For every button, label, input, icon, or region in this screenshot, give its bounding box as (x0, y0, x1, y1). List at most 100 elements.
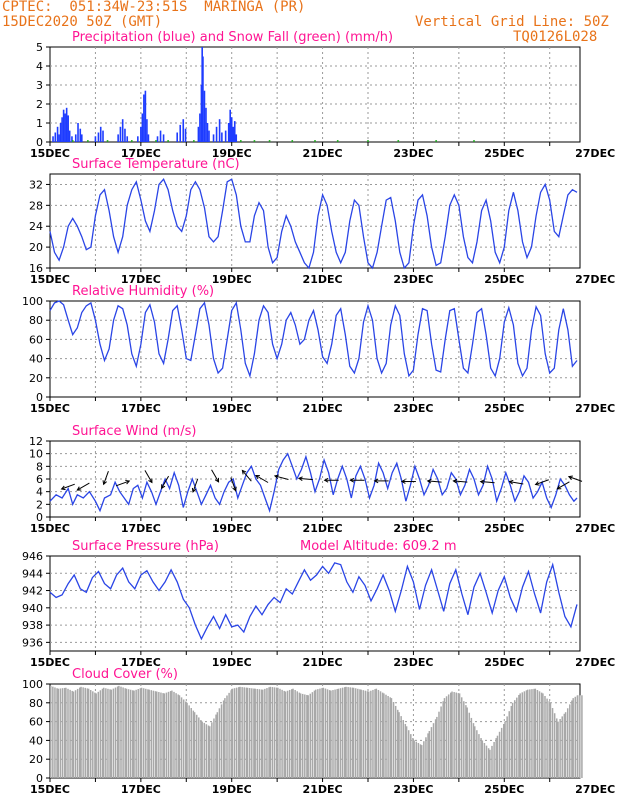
x-tick-label: 23DEC (393, 147, 433, 160)
precip-bar (79, 128, 82, 142)
precip-bar (206, 123, 209, 142)
cloud-bar (235, 687, 238, 778)
cloud-bar (132, 690, 134, 778)
cloud-bar (455, 692, 457, 778)
wind-arrow (427, 480, 442, 483)
cloud-bar (266, 688, 268, 778)
cloud-bar (491, 745, 493, 778)
cloud-bar (124, 688, 126, 778)
cloud-bar (269, 686, 272, 778)
precip-bar (119, 126, 122, 142)
wind-arrow (274, 475, 289, 481)
wind-arrow-head (255, 474, 260, 480)
cloud-bar (110, 689, 113, 778)
cloud-bar (322, 687, 325, 778)
cloud-bar (489, 749, 491, 778)
y-tick-label: 0 (36, 136, 43, 149)
cloud-bar (76, 688, 79, 778)
cloud-bar (61, 688, 64, 778)
cloud-bar (150, 690, 153, 778)
x-tick-label: 23DEC (393, 522, 433, 535)
y-tick-label: 2 (36, 498, 43, 511)
cloud-bar (354, 688, 357, 778)
x-tick-label: 15DEC (30, 656, 70, 669)
cloud-bar (103, 687, 105, 778)
cloud-bar (135, 689, 137, 778)
cloud-bar (163, 693, 166, 778)
cloud-bar (211, 722, 213, 778)
series-line (49, 452, 578, 513)
precip-bar (64, 113, 66, 142)
precip-bar (140, 126, 142, 142)
cloud-bar (273, 687, 276, 778)
precip-bar (208, 130, 210, 142)
cloud-bar (105, 688, 107, 778)
cloud-bar (306, 694, 308, 778)
cloud-bar (546, 698, 548, 778)
cloud-bar (82, 687, 84, 778)
snow-bar (435, 140, 437, 142)
cloud-bar (387, 696, 389, 778)
x-tick-label: 25DEC (484, 147, 524, 160)
cloud-bar (129, 689, 132, 778)
cloud-bar (268, 687, 270, 778)
cloud-bar (402, 720, 404, 778)
cloud-bar (381, 692, 384, 778)
series-line (49, 178, 578, 270)
cloud-bar (69, 689, 71, 778)
x-tick-label: 19DEC (212, 147, 252, 160)
cloud-bar (349, 687, 351, 778)
cloud-bar (54, 687, 56, 778)
cloud-bar (536, 690, 539, 778)
x-tick-label: 25DEC (484, 402, 524, 415)
wind-arrow (453, 480, 468, 483)
cloud-bar (162, 693, 164, 778)
precip-bar (203, 90, 206, 142)
snow-bar (253, 140, 256, 142)
wind-arrow (480, 481, 495, 484)
cloud-bar (142, 688, 145, 778)
cloud-bar (291, 689, 293, 778)
cloud-bar (506, 716, 508, 778)
wind-arrow (144, 470, 153, 483)
cloud-bar (383, 693, 385, 778)
precip-bar (205, 107, 207, 142)
precip-bar (215, 126, 218, 142)
cloud-bar (337, 688, 340, 778)
cloud-bar (180, 697, 183, 778)
cloud-bar (56, 688, 58, 778)
cloud-bar (377, 690, 380, 778)
precip-bar (197, 126, 200, 142)
x-tick-label: 21DEC (303, 522, 343, 535)
precip-bar (184, 128, 187, 142)
cloud-bar (434, 719, 437, 778)
wind-arrow-head (102, 480, 107, 486)
x-tick-label: 15DEC (30, 147, 70, 160)
wind-arrow-head (323, 477, 329, 483)
cloud-bar (366, 691, 369, 778)
precip-bar (56, 126, 59, 142)
cloud-bar (198, 717, 200, 778)
precip-bar (137, 136, 139, 142)
x-tick-label: 27DEC (575, 402, 615, 415)
x-tick-label: 27DEC (575, 783, 615, 796)
cloud-bar (245, 687, 248, 778)
cloud-bar (362, 690, 365, 778)
panel-title: Cloud Cover (%) (72, 667, 178, 682)
x-tick-label: 23DEC (393, 783, 433, 796)
precip-bar (62, 109, 65, 142)
snow-bar (155, 140, 157, 142)
cloud-bar (271, 687, 274, 778)
cloud-bar (421, 745, 423, 778)
cloud-bar (224, 698, 226, 778)
x-tick-label: 23DEC (393, 273, 433, 286)
run-date: 15DEC2020 50Z (GMT) (2, 14, 163, 30)
cloud-bar (351, 687, 354, 778)
snow-bar (397, 140, 400, 142)
wind-arrow-head (125, 479, 131, 485)
cloud-bar (576, 695, 579, 778)
cloud-bar (569, 704, 571, 778)
snow-bar (240, 140, 242, 142)
cloud-bar (423, 741, 425, 778)
cloud-bar (264, 688, 266, 778)
